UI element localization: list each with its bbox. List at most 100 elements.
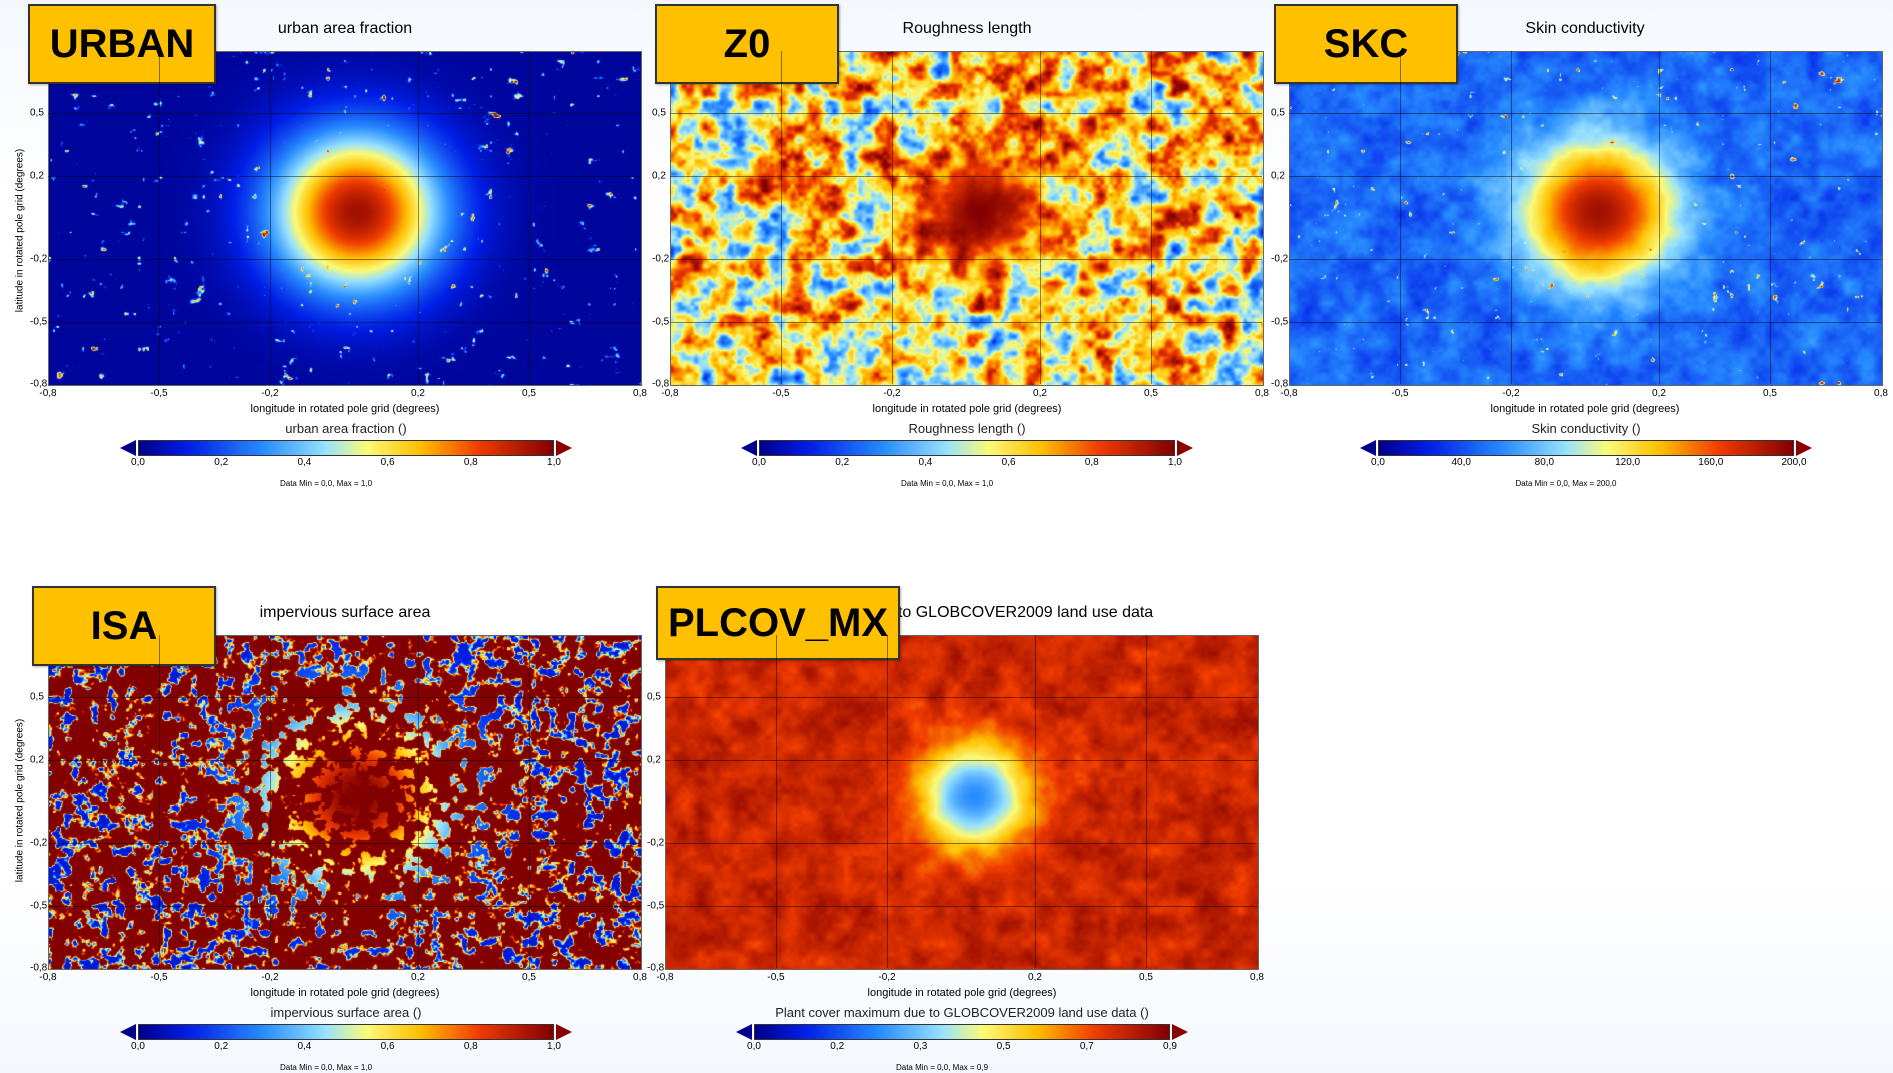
x-tick-label: 0,5 [1763,388,1777,399]
y-gridline [48,759,640,761]
x-gridline [270,51,271,384]
y-gridline [48,113,640,115]
chart-title: due to GLOBCOVER2009 land use data [866,604,1154,621]
y-tick-label: 0,5 [647,691,661,703]
x-tick-label: -0,2 [261,388,279,399]
x-tick-label: -0,8 [656,972,674,983]
x-gridline [1146,635,1147,968]
y-tick-label: -0,8 [647,962,665,974]
x-tick-label: 0,2 [1652,388,1666,399]
heatmap-plot [48,51,642,386]
colorbar-over-arrow [556,440,572,456]
x-tick-label: -0,2 [878,972,896,983]
x-axis-label: longitude in rotated pole grid (degrees) [250,403,440,415]
y-axis-label: latitude in rotated pole grid (degrees) [14,148,26,313]
y-tick-label: -0,5 [647,900,665,912]
y-tick-label: -0,8 [30,962,48,974]
colorbar-gradient [754,1024,1170,1040]
x-tick-label: -0,2 [261,972,279,983]
x-gridline [1400,51,1401,384]
x-gridline [529,51,530,384]
y-gridline [670,113,1262,115]
y-tick-label: -0,5 [1271,316,1289,328]
x-gridline [892,51,893,384]
colorbar-tick-label: 0,0 [131,457,145,468]
colorbar-over-arrow [1172,1024,1188,1040]
y-gridline [670,175,1262,177]
x-tick-label: 0,2 [1033,388,1047,399]
heatmap-canvas [1290,52,1882,385]
colorbar-data-range: Data Min = 0,0, Max = 0,9 [895,1063,989,1072]
variable-tag: URBAN [28,4,216,84]
heatmap-canvas [671,52,1263,385]
heatmap-plot [1289,51,1883,386]
x-tick-label: 0,8 [633,972,647,983]
colorbar-data-range: Data Min = 0,0, Max = 1,0 [279,479,373,488]
colorbar-tick-label: 0,8 [1084,457,1099,468]
x-tick-label: 0,8 [633,388,647,399]
colorbar-under-arrow [741,440,757,456]
chart-title: Roughness length [902,20,1032,37]
x-gridline [418,51,419,384]
colorbar-title: Skin conductivity () [1531,421,1641,436]
heatmap-plot [665,635,1259,970]
colorbar-over-arrow [1796,440,1812,456]
y-tick-label: 0,2 [1271,170,1285,182]
colorbar-gradient [759,440,1175,456]
colorbar-tick-label: 0,3 [913,1041,928,1052]
colorbar-over-arrow [1177,440,1193,456]
x-gridline [1770,51,1771,384]
y-tick-label: 0,5 [1271,107,1285,119]
colorbar-tick-label: 0,8 [463,1041,478,1052]
chart-title: impervious surface area [259,604,431,621]
x-axis-label: longitude in rotated pole grid (degrees) [250,987,440,999]
colorbar-tick-label: 0,2 [214,1041,229,1052]
x-gridline [418,635,419,968]
colorbar-data-range: Data Min = 0,0, Max = 1,0 [279,1063,373,1072]
colorbar-tick-label: 0,0 [1371,457,1385,468]
colorbar-gradient [1378,440,1794,456]
colorbar-tick-label: 0,6 [380,457,395,468]
y-gridline [670,321,1262,323]
y-gridline [670,259,1262,261]
colorbar [120,440,572,458]
y-tick-label: 0,2 [652,170,666,182]
y-gridline [665,759,1257,761]
x-tick-label: -0,8 [1280,388,1298,399]
x-gridline [270,635,271,968]
y-tick-label: -0,2 [652,253,670,265]
x-tick-label: -0,8 [39,388,57,399]
x-tick-label: 0,5 [1139,972,1153,983]
x-tick-label: 0,2 [411,972,425,983]
y-gridline [48,259,640,261]
y-tick-label: 0,2 [30,754,44,766]
x-tick-label: -0,5 [150,388,168,399]
colorbar-under-arrow [120,1024,136,1040]
y-gridline [1289,113,1881,115]
colorbar-data-range: Data Min = 0,0, Max = 1,0 [900,479,994,488]
x-tick-label: -0,5 [150,972,168,983]
colorbar-tick-label: 0,5 [996,1041,1011,1052]
y-gridline [48,321,640,323]
colorbar-title: impervious surface area () [270,1005,422,1020]
variable-tag: PLCOV_MX [656,586,900,660]
colorbar-tick-label: 0,8 [463,457,478,468]
colorbar-title: Roughness length () [908,421,1026,436]
y-tick-label: 0,5 [30,107,44,119]
colorbar-tick-label: 80,0 [1534,457,1555,468]
colorbar-under-arrow [1360,440,1376,456]
x-tick-label: 0,8 [1250,972,1264,983]
colorbar-title: Plant cover maximum due to GLOBCOVER2009… [775,1005,1149,1020]
colorbar-tick-label: 0,0 [747,1041,761,1052]
colorbar-tick-label: 0,9 [1163,1041,1177,1052]
y-gridline [48,697,640,699]
colorbar-tick-label: 1,0 [1168,457,1182,468]
colorbar-tick-label: 0,4 [297,457,312,468]
x-gridline [1511,51,1512,384]
colorbar-data-range: Data Min = 0,0, Max = 200,0 [1515,479,1617,488]
colorbar [1360,440,1812,458]
heatmap-canvas [49,52,641,385]
x-gridline [529,635,530,968]
y-tick-label: -0,5 [30,900,48,912]
colorbar-tick-label: 0,7 [1079,1041,1094,1052]
